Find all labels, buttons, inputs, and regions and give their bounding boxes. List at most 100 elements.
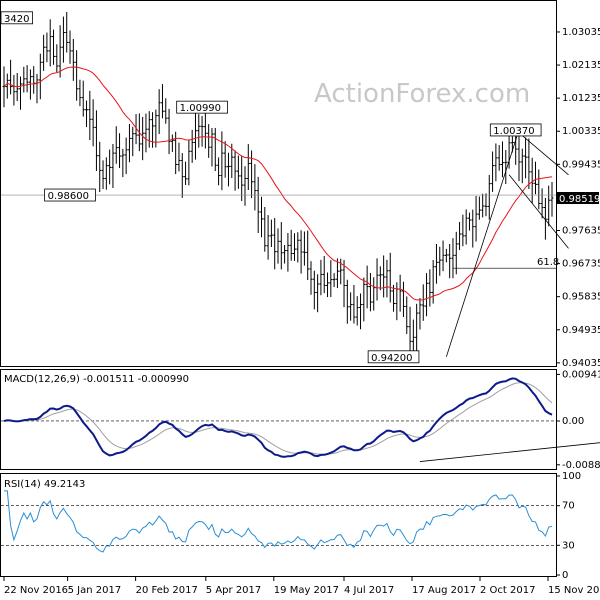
annotation-text: 1.00370 xyxy=(493,126,534,137)
annotation-text: 1.00990 xyxy=(180,103,221,114)
candle xyxy=(217,157,221,186)
channel-upper-line xyxy=(515,129,569,176)
candle xyxy=(81,80,85,117)
x-tick-label: 4 Jul 2017 xyxy=(344,585,394,596)
candle xyxy=(19,76,23,110)
candle xyxy=(200,115,204,147)
candle xyxy=(540,188,544,219)
candle xyxy=(332,273,336,287)
candle xyxy=(362,277,366,322)
price-annotation: 1.00990 xyxy=(176,100,228,114)
price-tick-label: 0.96735 xyxy=(562,259,600,270)
candle xyxy=(71,38,75,81)
candle xyxy=(230,143,234,179)
price-annotation: 0.98600 xyxy=(44,188,96,202)
candle xyxy=(388,252,392,303)
price-annotation: 3420 xyxy=(0,11,34,25)
candle xyxy=(273,217,277,270)
candle xyxy=(550,182,554,217)
price-series: 61.8 3420 1.00990 0.98600 1.00370 0.94200 xyxy=(0,11,569,364)
candle xyxy=(451,238,455,279)
candle xyxy=(269,219,273,248)
candle xyxy=(349,292,353,321)
candle xyxy=(368,273,372,312)
candle xyxy=(306,230,310,281)
candle xyxy=(233,150,237,191)
candle xyxy=(266,215,270,260)
candle xyxy=(184,161,188,185)
candle xyxy=(94,110,98,171)
annotation-box xyxy=(489,123,542,137)
x-tick-label: 19 May 2017 xyxy=(274,585,339,596)
rsi-line xyxy=(4,490,553,553)
candle xyxy=(111,144,115,188)
candle xyxy=(124,137,128,175)
price-tick-label: 0.94035 xyxy=(562,358,600,369)
price-tick-label: 1.03035 xyxy=(562,27,600,38)
candle xyxy=(547,185,551,227)
candle xyxy=(65,12,69,53)
candle xyxy=(91,99,95,147)
candle xyxy=(296,232,300,263)
annotation-text: 0.98600 xyxy=(48,191,89,202)
price-panel xyxy=(0,0,557,367)
candle xyxy=(438,246,442,276)
candle xyxy=(372,277,376,311)
candle xyxy=(134,114,138,145)
candle xyxy=(170,134,174,152)
candle xyxy=(491,151,495,192)
fib-label: 61.8 xyxy=(537,257,559,268)
macd-series xyxy=(1,377,600,462)
macd-tick-label: 0.009411 xyxy=(562,369,600,380)
candle xyxy=(319,259,323,296)
candle xyxy=(302,231,306,266)
candle xyxy=(144,113,148,153)
rsi-tick-label: 0 xyxy=(562,570,568,581)
candle xyxy=(157,89,161,135)
candle xyxy=(160,84,164,119)
rsi-tick-label: 30 xyxy=(562,540,575,551)
price-tick-label: 0.97635 xyxy=(562,226,600,237)
candle xyxy=(180,153,184,198)
candle xyxy=(226,152,230,187)
x-tick-label: 5 Apr 2017 xyxy=(206,585,261,596)
candle xyxy=(75,50,79,101)
candle xyxy=(299,230,303,274)
price-tick-label: 0.94935 xyxy=(562,325,600,336)
rsi-tick-label: 100 xyxy=(562,471,581,482)
candle xyxy=(487,174,491,220)
candle xyxy=(28,69,32,100)
price-tick-label: 1.00335 xyxy=(562,126,600,137)
price-tick-label: 1.01235 xyxy=(562,93,600,104)
candle xyxy=(42,34,46,71)
candle xyxy=(524,137,528,179)
candle xyxy=(322,256,326,294)
candle xyxy=(58,25,62,78)
candle xyxy=(98,141,102,193)
candle xyxy=(45,32,49,63)
candle xyxy=(382,255,386,298)
candle xyxy=(309,261,313,295)
candle xyxy=(405,296,409,334)
x-tick-label: 15 Nov 2017 xyxy=(548,585,600,596)
candle xyxy=(425,273,429,317)
annotation-box xyxy=(44,188,96,202)
candle xyxy=(312,270,316,310)
candle xyxy=(286,232,290,272)
candle xyxy=(434,243,438,284)
candle xyxy=(210,128,214,167)
candle xyxy=(345,279,349,324)
rsi-panel xyxy=(0,473,557,577)
candle xyxy=(141,116,145,161)
price-tick-label: 0.95835 xyxy=(562,292,600,303)
candle xyxy=(342,259,346,308)
candle xyxy=(5,73,9,99)
candle xyxy=(243,166,247,206)
candle xyxy=(164,98,168,124)
candle xyxy=(167,108,171,155)
candle xyxy=(481,193,485,218)
candle xyxy=(263,206,267,252)
macd-line xyxy=(3,377,553,458)
x-tick-label: 20 Feb 2017 xyxy=(136,585,198,596)
candle xyxy=(256,176,260,234)
